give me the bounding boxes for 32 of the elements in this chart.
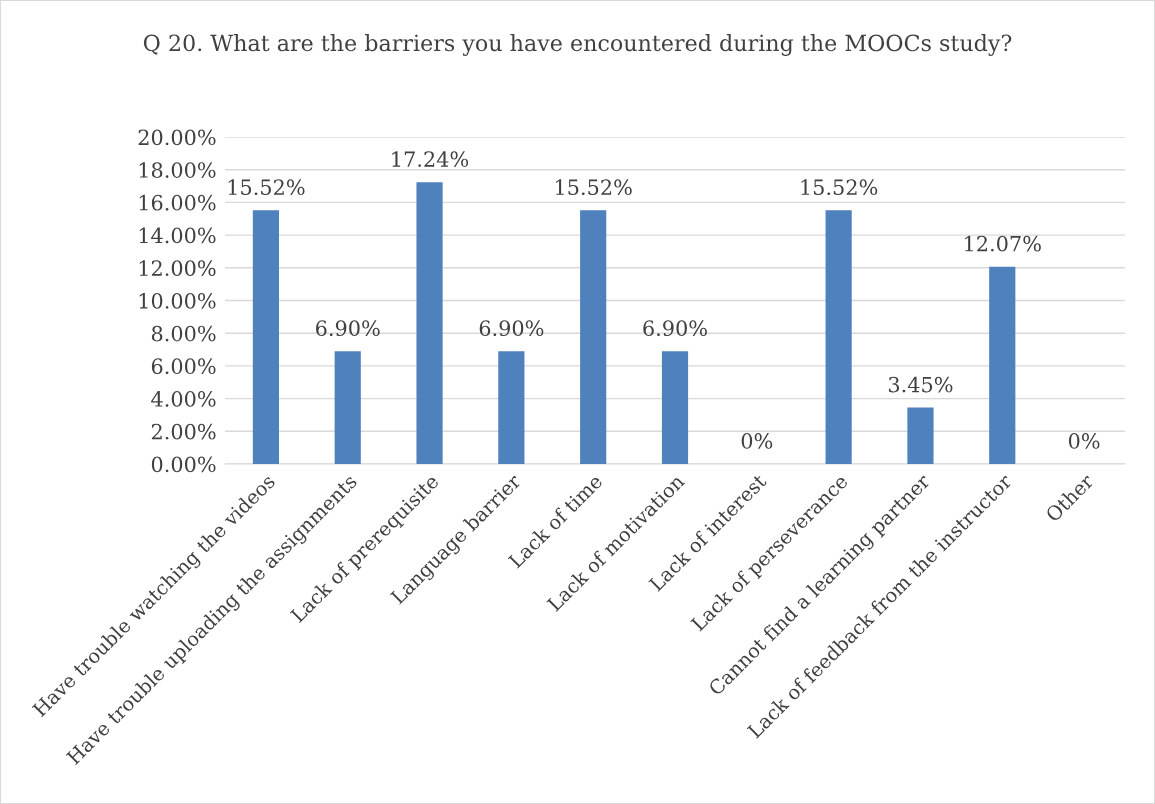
data-label: 0% (741, 433, 773, 449)
data-label: 12.07% (965, 235, 1041, 252)
y-tick-label: 8.00% (151, 325, 216, 342)
bar (989, 266, 1016, 464)
y-tick-label: 2.00% (151, 423, 216, 440)
y-tick-label: 20.00% (138, 129, 216, 146)
bar (661, 351, 689, 464)
y-tick-label: 0.00% (151, 456, 216, 473)
bar (334, 351, 361, 464)
data-label: 15.52% (228, 179, 305, 196)
data-label: 6.90% (643, 320, 707, 337)
bar (580, 210, 607, 464)
data-label: 3.45% (888, 376, 953, 393)
data-label: 0% (1068, 433, 1100, 449)
y-tick-label: 16.00% (139, 194, 216, 211)
data-label: 6.90% (316, 320, 380, 337)
bar (907, 407, 934, 464)
y-tick-label: 10.00% (139, 292, 216, 309)
bar (825, 210, 852, 464)
y-tick-label: 14.00% (139, 227, 216, 244)
chart-title: Q 20. What are the barriers you have encountered during the MOOCs study? (143, 34, 1012, 56)
bar (252, 210, 279, 464)
bar (498, 351, 525, 464)
data-label: 15.52% (556, 179, 632, 196)
y-tick-label: 12.00% (139, 260, 216, 277)
y-tick-label: 6.00% (151, 358, 216, 375)
data-label: 15.52% (801, 179, 878, 196)
y-tick-label: 18.00% (139, 162, 216, 178)
data-label: 17.24% (392, 151, 469, 167)
y-tick-label: 4.00% (151, 391, 216, 407)
bar (416, 182, 443, 464)
data-label: 6.90% (479, 320, 544, 337)
